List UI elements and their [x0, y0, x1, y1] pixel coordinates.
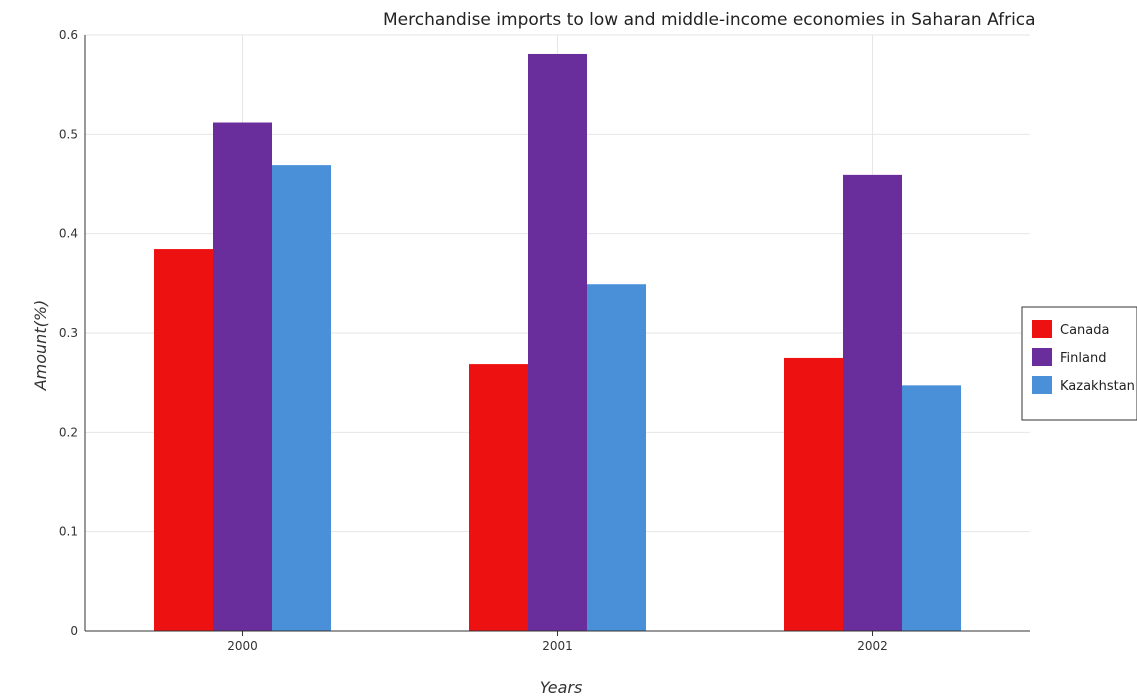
tick-labels: 0 0.1 0.2 0.3 0.4 0.5 0.6 2000 2001 2002: [59, 28, 888, 653]
legend-swatch-kazakhstan: [1032, 376, 1052, 394]
y-tick-label: 0.5: [59, 127, 78, 141]
x-tick-label: 2000: [227, 639, 258, 653]
legend-swatch-canada: [1032, 320, 1052, 338]
y-tick-label: 0: [70, 624, 78, 638]
legend-label-finland: Finland: [1060, 351, 1106, 366]
bar-finland-2002: [843, 174, 902, 631]
bar-kazakhstan-2001: [587, 284, 646, 631]
bar-kazakhstan-2002: [902, 385, 961, 631]
x-axis-label: Years: [540, 678, 583, 697]
y-tick-label: 0.1: [59, 525, 78, 539]
bars: [154, 53, 961, 632]
y-tick-label: 0.3: [59, 326, 78, 340]
legend-label-canada: Canada: [1060, 323, 1109, 338]
bar-canada-2002: [784, 357, 843, 631]
legend-label-kazakhstan: Kazakhstan: [1060, 379, 1135, 394]
y-axis-label: Amount(%): [31, 300, 50, 392]
chart-title: Merchandise imports to low and middle-in…: [383, 10, 1036, 30]
legend-swatch-finland: [1032, 348, 1052, 366]
bar-finland-2001: [528, 53, 587, 632]
bar-finland-2000: [213, 122, 272, 631]
legend: Canada Finland Kazakhstan: [1021, 306, 1137, 421]
y-tick-label: 0.6: [59, 28, 78, 42]
bar-canada-2000: [154, 249, 213, 631]
x-tick-label: 2002: [857, 639, 888, 653]
x-tick-label: 2001: [542, 639, 573, 653]
bar-canada-2001: [469, 364, 528, 631]
axes: [84, 35, 1030, 636]
bar-kazakhstan-2000: [272, 165, 331, 632]
y-tick-label: 0.4: [59, 227, 78, 241]
y-tick-label: 0.2: [59, 425, 78, 439]
